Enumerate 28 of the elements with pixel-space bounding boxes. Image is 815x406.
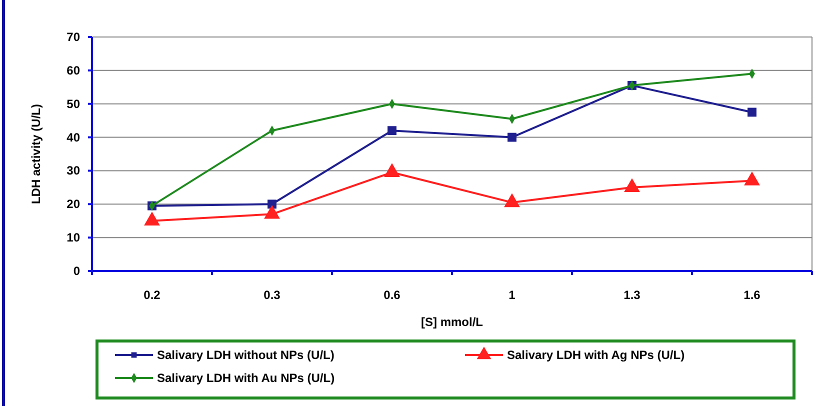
point (504, 193, 520, 208)
y-tick-label: 0 (73, 264, 80, 278)
x-tick-label: 0.2 (144, 288, 161, 302)
x-tick-label: 0.3 (264, 288, 281, 302)
x-axis-title: [S] mmol/L (421, 315, 483, 329)
x-tick-label: 1 (508, 288, 516, 302)
legend-label: Salivary LDH with Au NPs (U/L) (157, 371, 335, 385)
point (144, 212, 160, 226)
point (508, 132, 516, 142)
y-axis-title: LDH activity (U/L) (29, 104, 43, 204)
x-tick-label: 1.6 (744, 288, 761, 302)
point (748, 108, 756, 117)
point (624, 178, 640, 192)
y-tick-label: 20 (66, 197, 80, 212)
y-tick-label: 30 (66, 164, 80, 178)
point (264, 204, 280, 219)
x-tick-label: 1.3 (624, 288, 641, 302)
y-tick-label: 40 (66, 130, 80, 144)
legend-label: Salivary LDH with Ag NPs (U/L) (507, 348, 685, 362)
y-tick-label: 10 (66, 230, 80, 245)
y-tick-label: 50 (66, 96, 80, 111)
point (744, 172, 760, 186)
x-tick-label: 0.6 (384, 288, 401, 302)
y-tick-label: 60 (66, 63, 80, 78)
point (384, 163, 400, 177)
point (388, 126, 396, 136)
legend-label: Salivary LDH without NPs (U/L) (157, 348, 334, 362)
y-tick-label: 70 (66, 30, 80, 44)
